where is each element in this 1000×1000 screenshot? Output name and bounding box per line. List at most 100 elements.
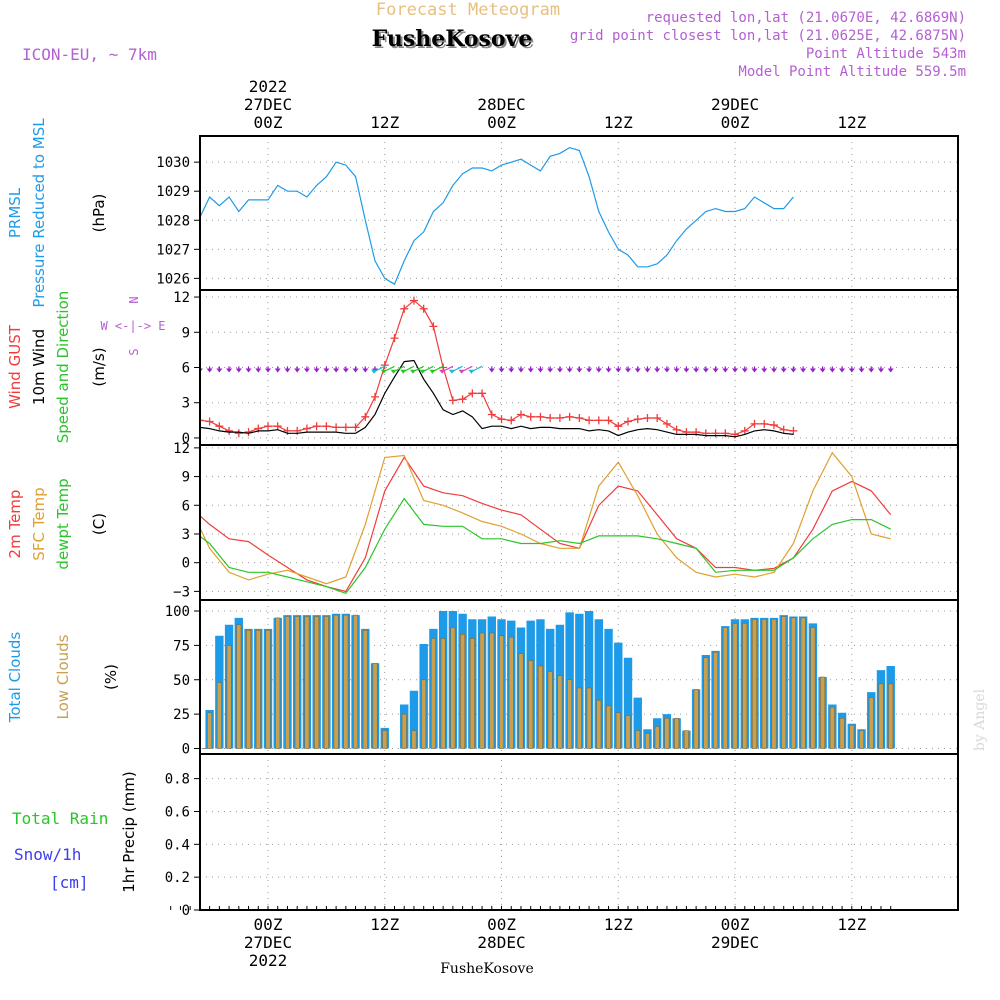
wind-arrow-head: [235, 368, 242, 373]
y-tick-label: 100: [165, 604, 190, 620]
gust-marker: [604, 416, 613, 425]
y-tick-label: 25: [173, 707, 190, 723]
low-cloud-bar: [693, 689, 699, 749]
wind-arrow-head: [537, 368, 544, 373]
wind-arrow-head: [265, 368, 271, 373]
point-altitude: Point Altitude 543m: [806, 46, 966, 62]
gust-marker: [448, 396, 457, 405]
wind-arrow-head: [342, 368, 349, 373]
top-time-label: 12Z: [604, 113, 633, 132]
gust-marker: [614, 422, 623, 431]
total-cloud-bar: [633, 697, 642, 749]
low-cloud-bar: [596, 700, 602, 749]
gust-marker: [555, 413, 564, 422]
credit-watermark: by Angel: [972, 688, 988, 751]
low-cloud-bar: [751, 618, 757, 749]
temp-series: [200, 451, 892, 595]
wind-arrow-head: [313, 368, 320, 373]
wind-arrow-head: [663, 368, 670, 373]
temp-label-line: 2m Temp: [6, 490, 24, 559]
clouds-label-line: Low Clouds: [54, 634, 72, 719]
top-time-label: 00Z: [254, 113, 283, 132]
wind-arrow-head: [693, 368, 700, 373]
gust-marker: [565, 412, 574, 421]
wind-arrow-head: [761, 368, 768, 373]
y-tick-label: 50: [173, 673, 190, 689]
y-tick-label: 1029: [156, 184, 190, 200]
gust-marker: [536, 412, 545, 421]
low-cloud-bar: [265, 629, 271, 749]
total-cloud-bar: [575, 613, 584, 749]
bottom-time-label: 12Z: [370, 915, 399, 934]
low-cloud-bar: [255, 629, 261, 749]
prmsl-line: [200, 146, 794, 286]
wind-arrow-head: [751, 368, 758, 373]
snow-label: Snow/1h: [14, 845, 81, 864]
wind-arrow-head: [294, 368, 301, 373]
low-cloud-bar: [421, 679, 427, 749]
wind-arrow-head: [390, 369, 397, 374]
gust-marker: [633, 415, 642, 424]
clouds-side-label: Total Clouds Low Clouds (%): [6, 632, 120, 724]
y-tick-label: 0: [182, 903, 190, 919]
low-cloud-bar: [790, 617, 796, 749]
clouds-series: [202, 611, 895, 749]
10m-wind-line: [200, 359, 794, 438]
temp-side-label: 2m Temp SFC Temp dewpt Temp (C): [6, 478, 108, 569]
bottom-time-label: 2022: [249, 951, 288, 970]
total-cloud-bar: [614, 642, 623, 749]
y-tick-label: 9: [182, 325, 190, 341]
y-tick-label: 0: [182, 742, 190, 758]
wind-arrow-head: [829, 368, 836, 373]
y-tick-label: 9: [182, 470, 190, 486]
wind-arrow-head: [673, 368, 680, 373]
gust-marker: [487, 410, 496, 419]
wind-arrow-head: [654, 368, 661, 373]
gust-marker: [526, 412, 535, 421]
wind-arrow-head: [216, 368, 223, 373]
wind-panel: 0 3 6 9 12: [173, 289, 959, 447]
wind-arrow-head: [790, 368, 797, 373]
snow-unit-label: [cm]: [50, 873, 89, 892]
gust-marker: [516, 410, 525, 419]
wind-arrow-head: [732, 368, 739, 373]
y-tick-label: 12: [173, 441, 190, 457]
gust-marker: [468, 389, 477, 398]
low-cloud-bar: [839, 717, 845, 749]
gust-marker: [760, 419, 769, 428]
gust-marker: [546, 413, 555, 422]
wind-direction-arrows: [200, 365, 894, 374]
gust-marker: [458, 395, 467, 404]
low-cloud-bar: [323, 616, 329, 749]
panels: 10261027102810291030036912−3036912025507…: [156, 135, 959, 919]
low-cloud-bar: [625, 715, 631, 749]
wind-label-line: Wind GUST: [6, 324, 24, 409]
y-tick-label: 3: [182, 396, 190, 412]
total-cloud-bar: [584, 611, 594, 749]
gust-marker: [234, 429, 243, 438]
total-cloud-bar: [604, 628, 613, 749]
wind-arrow-head: [576, 368, 583, 373]
low-cloud-bar: [343, 614, 349, 749]
gust-marker: [332, 423, 341, 432]
bottom-time-label: 00Z: [721, 915, 750, 934]
gust-marker: [643, 413, 652, 422]
low-cloud-bar: [761, 618, 767, 749]
total-cloud-bar: [623, 657, 633, 749]
gust-marker: [419, 304, 428, 313]
y-tick-label: 75: [173, 638, 190, 654]
bottom-time-label: 29DEC: [711, 933, 759, 952]
gust-marker: [585, 416, 594, 425]
low-cloud-bar: [732, 623, 738, 749]
low-cloud-bar: [878, 683, 884, 749]
y-tick-label: −3: [173, 584, 190, 600]
low-cloud-bar: [460, 634, 466, 749]
low-cloud-bar: [683, 730, 689, 749]
gust-marker: [225, 426, 234, 435]
wind-arrow-head: [702, 368, 709, 373]
gust-marker: [341, 423, 350, 432]
wind-arrow-head: [517, 368, 524, 373]
wind-arrow-head: [770, 368, 777, 373]
wind-arrow-head: [615, 368, 622, 373]
